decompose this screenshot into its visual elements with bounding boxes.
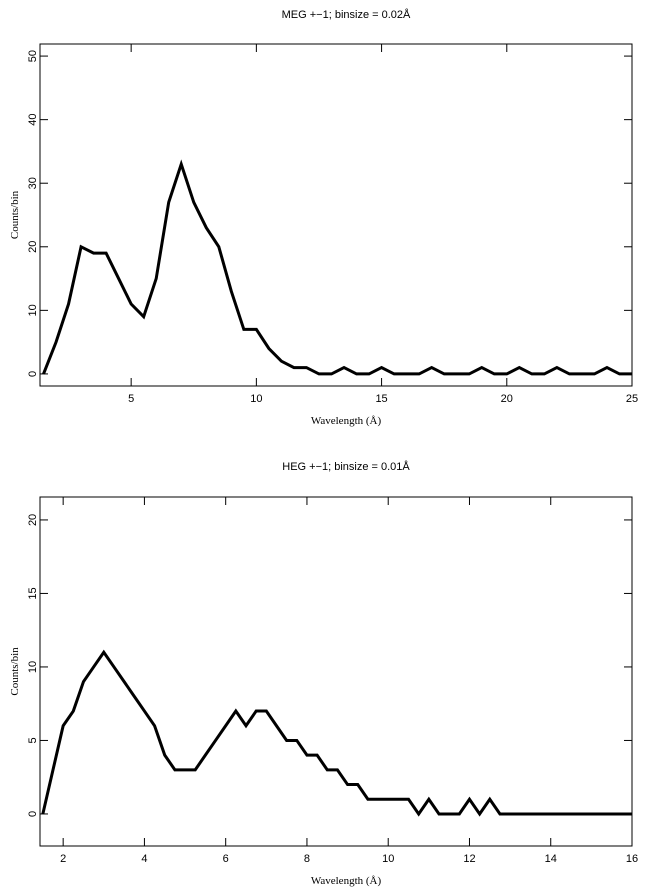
y-tick-label: 40 [27,114,39,126]
y-tick-label: 0 [27,811,39,817]
x-tick-label: 8 [304,853,310,865]
x-tick-label: 2 [60,853,66,865]
chart-title: HEG +−1; binsize = 0.01Å [282,460,410,473]
x-tick-label: 15 [375,393,387,405]
plot-frame [39,496,633,847]
y-tick-label: 10 [27,661,39,673]
y-tick-label: 15 [27,587,39,599]
y-tick-label: 5 [27,737,39,743]
x-tick-label: 25 [626,393,638,405]
x-axis-label: Wavelength (Å) [311,875,382,887]
x-tick-label: 10 [382,853,394,865]
y-tick-label: 50 [27,50,39,62]
x-tick-label: 20 [501,393,513,405]
x-tick-label: 10 [250,393,262,405]
x-tick-label: 16 [626,853,638,865]
y-tick-label: 20 [27,514,39,526]
x-tick-label: 14 [545,853,557,865]
x-tick-label: 4 [141,853,147,865]
x-tick-label: 12 [463,853,475,865]
chart-title: MEG +−1; binsize = 0.02Å [282,8,411,21]
y-tick-label: 30 [27,177,39,189]
y-tick-label: 10 [27,304,39,316]
x-axis-label: Wavelength (Å) [311,415,382,427]
plot-frame [39,43,633,387]
y-tick-label: 20 [27,241,39,253]
y-tick-label: 0 [27,371,39,377]
data-line [42,159,632,376]
data-line [41,649,632,817]
x-tick-label: 5 [128,393,134,405]
y-axis-label: Counts/bin [9,190,21,239]
y-axis-label: Counts/bin [9,647,21,696]
x-tick-label: 6 [223,853,229,865]
